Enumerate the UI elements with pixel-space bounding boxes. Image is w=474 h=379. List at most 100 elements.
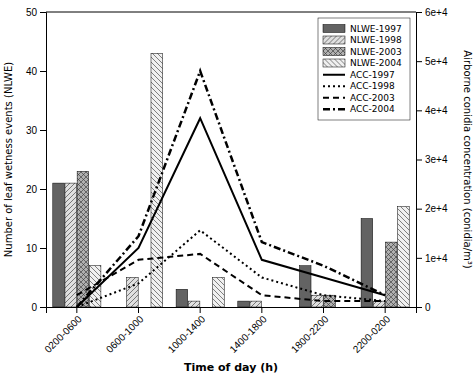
bar: [213, 278, 225, 308]
bar: [114, 307, 126, 308]
legend-label: NLWE-2003: [350, 47, 402, 57]
tick-mark: [40, 12, 46, 13]
legend-entry: NLWE-2003: [323, 47, 402, 57]
axis-line: [47, 308, 417, 314]
chart: 0200-0600 0600-1000 1000-1400 1400-1800 1800…: [0, 0, 474, 379]
bar: [53, 183, 65, 307]
tick-mark: [323, 307, 324, 313]
tick-label: 1e+4: [425, 253, 448, 264]
tick-mark: [261, 307, 262, 313]
legend-swatch: [323, 59, 345, 67]
tick: 3e+4: [416, 154, 448, 165]
tick: 0600-1000: [104, 307, 146, 355]
bar: [398, 207, 410, 307]
tick-label: 20: [26, 184, 38, 195]
bar: [176, 289, 188, 307]
legend-entry: ACC-2004: [323, 104, 395, 114]
x-axis: 0200-0600 0600-1000 1000-1400 1400-1800 1800…: [42, 307, 416, 355]
frame: [46, 12, 416, 13]
tick: 30: [26, 125, 46, 136]
tick: 0: [416, 302, 431, 313]
tick-mark: [416, 307, 422, 308]
tick-label: 5e+4: [425, 56, 448, 67]
legend-label: NLWE-2004: [350, 58, 402, 68]
legend-label: NLWE-1998: [350, 35, 402, 45]
bar: [238, 301, 250, 307]
tick-label: 0: [425, 302, 431, 313]
legend-swatch: [323, 74, 345, 76]
tick-mark: [416, 110, 422, 111]
bar: [127, 278, 139, 308]
legend-swatch: [323, 97, 345, 99]
line: [77, 118, 385, 307]
x-axis-title: Time of day (h): [184, 361, 278, 374]
legend-swatch: [323, 36, 345, 44]
tick: 0: [31, 302, 46, 313]
tick-mark: [40, 130, 46, 131]
plot: 0200-0600 0600-1000 1000-1400 1400-1800 1800…: [3, 7, 473, 374]
line: [77, 254, 385, 301]
legend-swatch: [323, 85, 345, 87]
axis-line: [417, 13, 423, 308]
tick-label: 3e+4: [425, 154, 448, 165]
tick-mark: [416, 258, 422, 259]
tick: 1000-1400: [166, 307, 208, 355]
tick: 1e+4: [416, 253, 448, 264]
legend-label: ACC-1997: [350, 70, 395, 80]
y-axis-title: Number of leaf wetness events (NLWE): [3, 62, 14, 257]
tick-label: 4e+4: [425, 105, 448, 116]
axis-line: [40, 13, 47, 308]
legend-entry: NLWE-1998: [323, 35, 402, 45]
tick-label: 2200-0200: [351, 313, 393, 355]
legend-label: NLWE-1997: [350, 24, 402, 34]
tick: 50: [26, 7, 46, 18]
bar-series: [65, 183, 385, 307]
tick: 1400-1800: [227, 307, 269, 355]
tick-mark: [416, 61, 422, 62]
tick: 2200-0200: [351, 307, 393, 355]
tick-label: 1800-2200: [289, 313, 331, 355]
tick-mark: [200, 307, 201, 313]
tick-mark: [40, 71, 46, 72]
tick-label: 2e+4: [425, 203, 448, 214]
y-axis: 0 10 20 30 40 50: [26, 7, 47, 313]
bar: [361, 219, 373, 308]
marks: [53, 53, 409, 307]
tick-label: 0: [31, 302, 37, 313]
tick-mark: [416, 209, 422, 210]
tick: 4e+4: [416, 105, 448, 116]
tick: 6e+4: [416, 7, 448, 18]
tick-mark: [416, 160, 422, 161]
tick-mark: [138, 307, 139, 313]
tick-label: 0600-1000: [104, 313, 146, 355]
y2-axis-title: Airborne conidia concentration (conidia/…: [462, 50, 473, 268]
legend-entry: ACC-1998: [323, 81, 395, 91]
tick-mark: [76, 307, 77, 313]
tick: 10: [26, 243, 46, 254]
tick-mark: [40, 307, 46, 308]
legend-swatch: [323, 48, 345, 56]
bar: [151, 53, 163, 307]
bar-series: [77, 171, 397, 307]
legend: NLWE-1997NLWE-1998 NLWE-2003NLWE-2004 ACC-…: [318, 18, 410, 120]
bar: [139, 307, 151, 308]
bar: [77, 171, 89, 307]
tick: 40: [26, 66, 46, 77]
bar: [65, 183, 77, 307]
bar: [188, 301, 200, 307]
tick-label: 50: [26, 7, 38, 18]
bar: [250, 301, 262, 307]
legend-entry: NLWE-1997: [323, 24, 402, 34]
bar: [262, 307, 274, 308]
tick: 5e+4: [416, 56, 448, 67]
tick-label: 1400-1800: [227, 313, 269, 355]
tick-mark: [416, 12, 422, 13]
legend-entry: ACC-1997: [323, 70, 395, 80]
legend-swatch: [323, 108, 345, 111]
tick: 0200-0600: [42, 307, 84, 355]
tick: 1800-2200: [289, 307, 331, 355]
legend-swatch: [323, 25, 345, 33]
tick-mark: [40, 189, 46, 190]
tick-label: 0200-0600: [42, 313, 84, 355]
tick: 20: [26, 184, 46, 195]
